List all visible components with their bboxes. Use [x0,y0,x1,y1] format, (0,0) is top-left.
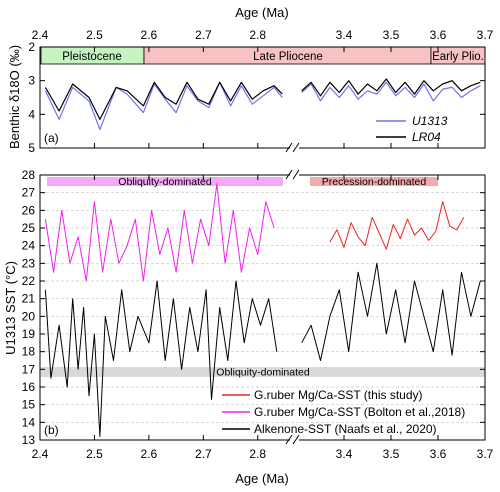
panel-a-x-tick-label-2.7: 2.7 [195,28,212,42]
panel-b-y-tick-label-17: 17 [22,362,36,376]
panel-b-y-tick-label-13: 13 [22,433,36,447]
panel-b-y-tick-label-15: 15 [22,398,36,412]
regime-bands: Obliquity-dominated Precession-dominated… [41,176,485,379]
epoch-bar: Pleistocene Late Pliocene Early Plio. [40,46,486,65]
obliquity-band-bottom-label: Obliquity-dominated [216,367,310,379]
panel-a: Pleistocene Late Pliocene Early Plio. 2.… [7,28,494,155]
series-lr04-left-segment [44,81,283,121]
panel-b-y-tick-label-23: 23 [22,256,36,270]
panel-b-x-tick-label-3.7: 3.7 [477,447,494,461]
series-lr04-right-segment [301,78,481,97]
panel-a-x-tick-label-2.6: 2.6 [141,28,158,42]
series-this-study-mgca-sst-right-segment [329,201,465,250]
series-alkenone-sst-left-segment [44,280,278,437]
panel-b-y-tick-label-18: 18 [22,345,36,359]
panel-b-y-tick-label-14: 14 [22,415,36,429]
panel-a-x-tick-label-3.7: 3.7 [477,28,494,42]
panel-a-x-tick-label-2.8: 2.8 [249,28,266,42]
panel-b-x-tick-label-2.8: 2.8 [249,447,266,461]
panel-b-x-tick-label-3.6: 3.6 [430,447,447,461]
panel-a-x-tick-label-2.5: 2.5 [86,28,103,42]
precession-band-label: Precession-dominated [322,176,427,188]
panel-b-x-tick-label-2.4: 2.4 [32,447,49,461]
series-alkenone-sst-right-segment [301,262,481,361]
panel-b-y-tick-label-21: 21 [22,292,36,306]
panel-b-ticks: 2.4 2.5 2.6 2.7 2.8 3.4 3.5 3.6 3.7 13 14 15 16 17 18 1… [22,168,494,461]
panel-b: Obliquity-dominated Precession-dominated… [3,168,494,486]
panel-b-y-tick-label-28: 28 [22,168,36,182]
panel-b-x-tick-label-2.6: 2.6 [141,447,158,461]
precession-band [310,177,438,186]
panel-b-y-tick-label-27: 27 [22,186,36,200]
panel-a-x-tick-label-3.4: 3.4 [336,28,353,42]
series-u1313-right-segment [301,81,481,102]
panel-a-ticks: 2.4 2.5 2.6 2.7 2.8 3.4 3.5 3.6 3.7 2 3 4 5 [28,28,493,155]
panel-a-id: (a) [44,131,59,145]
panel-a-x-tick-label-3.5: 3.5 [383,28,400,42]
panel-b-y-tick-label-24: 24 [22,239,36,253]
panel-b-series [44,183,481,437]
panel-b-y-tick-label-19: 19 [22,327,36,341]
panel-b-y-tick-label-25: 25 [22,221,36,235]
legend-bolton-label: G.ruber Mg/Ca-SST (Bolton et al.,2018) [254,405,465,419]
legend-alkenone-label: Alkenone-SST (Naafs et al., 2020) [254,422,437,436]
panel-a-x-tick-label-3.6: 3.6 [430,28,447,42]
panel-b-x-tick-label-2.7: 2.7 [195,447,212,461]
panel-b-y-tick-label-16: 16 [22,380,36,394]
obliquity-band-bottom [41,367,485,377]
panel-a-y-tick-label-5: 5 [28,141,35,155]
panel-a-legend: U1313 LR04 [376,114,448,144]
panel-a-x-tick-label-2.4: 2.4 [32,28,49,42]
axis-break-marks [285,142,300,445]
panel-b-id: (b) [44,423,59,437]
panel-a-y-tick-label-2: 2 [28,40,35,54]
panel-b-y-tick-label-20: 20 [22,309,36,323]
panel-b-x-tick-label-3.4: 3.4 [336,447,353,461]
panel-b-x-tick-label-3.5: 3.5 [383,447,400,461]
legend-lr04-label: LR04 [412,130,441,144]
panel-a-y-tick-label-3: 3 [28,74,35,88]
epoch-early-pliocene-label: Early Plio. [432,51,484,63]
legend-this-study-label: G.ruber Mg/Ca-SST (this study) [254,388,423,402]
epoch-pleistocene-label: Pleistocene [62,51,121,63]
panel-b-y-tick-label-22: 22 [22,274,36,288]
bottom-x-axis-title: Age (Ma) [235,471,288,486]
panel-a-y-tick-label-4: 4 [28,107,35,121]
panel-b-y-axis-title: U1313 SST (°C) [3,261,18,355]
series-bolton-mgca-sst-left-segment [44,183,275,282]
epoch-late-pliocene-label: Late Pliocene [253,51,323,63]
panel-b-legend: G.ruber Mg/Ca-SST (this study) G.ruber M… [222,388,465,436]
panel-b-y-tick-label-26: 26 [22,203,36,217]
top-x-axis-title: Age (Ma) [235,5,288,20]
panel-a-y-axis-title: Benthic δ18O (‰) [7,45,22,149]
panel-a-frame [39,46,486,149]
panel-b-x-tick-label-2.5: 2.5 [86,447,103,461]
panel-b-frame [39,174,486,441]
series-u1313-left-segment [44,81,283,131]
obliquity-band-top-label: Obliquity-dominated [118,176,212,188]
panel-a-series [44,78,481,131]
obliquity-band-top [47,177,283,186]
legend-u1313-label: U1313 [412,114,448,128]
